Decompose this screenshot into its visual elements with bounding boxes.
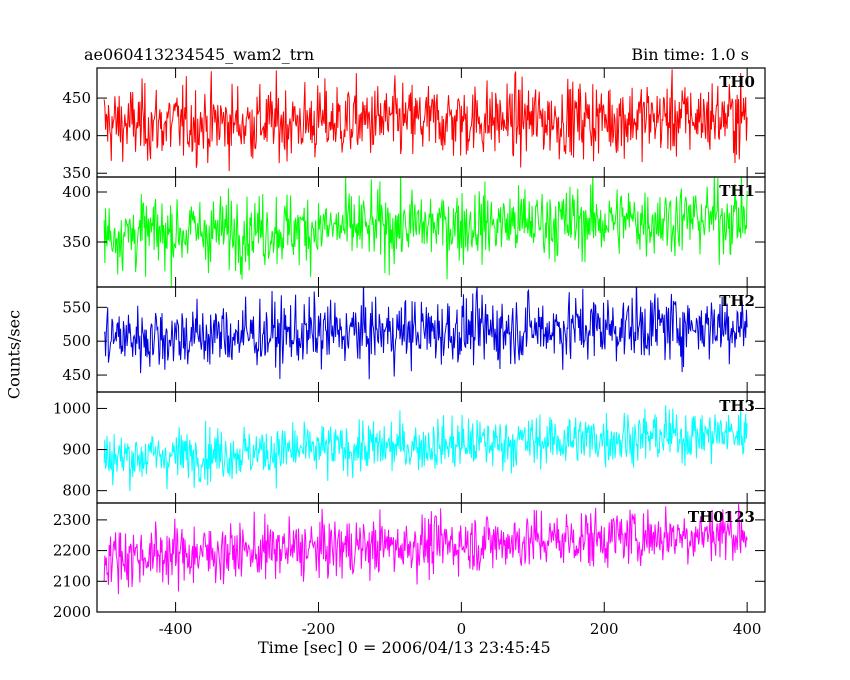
y-tick-label: 500 bbox=[62, 332, 91, 350]
panel-label: TH1 bbox=[719, 182, 755, 200]
y-tick-label: 1000 bbox=[53, 399, 91, 417]
x-tick-label: 200 bbox=[590, 620, 619, 638]
y-tick-label: 900 bbox=[62, 441, 91, 459]
panel-th2: 450 500 550 TH2 bbox=[62, 286, 766, 393]
x-tick-label: -200 bbox=[302, 620, 336, 638]
x-tick-label: -400 bbox=[159, 620, 193, 638]
chart-header-left: ae060413234545_wam2_trn bbox=[84, 45, 315, 64]
x-axis-label: Time [sec] 0 = 2006/04/13 23:45:45 bbox=[258, 638, 551, 657]
y-tick-label: 800 bbox=[62, 482, 91, 500]
panel-label: TH0 bbox=[719, 73, 755, 91]
y-tick-label: 350 bbox=[62, 164, 91, 182]
x-tick-label: 0 bbox=[457, 620, 467, 638]
series-th2 bbox=[103, 287, 748, 380]
panel-th0123: 2000 2100 2200 2300 TH0123 bbox=[53, 502, 766, 621]
y-tick-label: 550 bbox=[62, 298, 91, 316]
y-tick-label: 2300 bbox=[53, 511, 91, 529]
y-tick-label: 450 bbox=[62, 366, 91, 384]
panel-th0: 350 400 450 TH0 bbox=[62, 67, 766, 182]
series-th3 bbox=[103, 405, 748, 492]
y-tick-label: 2000 bbox=[53, 603, 91, 621]
series-th0 bbox=[103, 69, 748, 172]
panel-th3: 800 900 1000 TH3 bbox=[53, 391, 766, 504]
y-tick-label: 400 bbox=[62, 183, 91, 201]
y-tick-label: 2200 bbox=[53, 542, 91, 560]
y-tick-label: 400 bbox=[62, 127, 91, 145]
panel-frame bbox=[96, 502, 766, 613]
y-tick-label: 350 bbox=[62, 233, 91, 251]
panel-label: TH0123 bbox=[688, 508, 755, 526]
panel-label: TH3 bbox=[719, 397, 755, 415]
panel-th1: 350 400 TH1 bbox=[62, 176, 766, 288]
series-th0123 bbox=[103, 503, 748, 595]
chart-header-right: Bin time: 1.0 s bbox=[631, 45, 749, 64]
panel-label: TH2 bbox=[719, 292, 755, 310]
y-axis-label: Counts/sec bbox=[4, 309, 24, 400]
y-tick-label: 450 bbox=[62, 89, 91, 107]
y-tick-label: 2100 bbox=[53, 572, 91, 590]
series-th1 bbox=[103, 177, 748, 287]
x-axis: -400 -200 0 200 400 bbox=[159, 620, 762, 638]
x-tick-label: 400 bbox=[733, 620, 762, 638]
panel-frame bbox=[96, 391, 766, 504]
